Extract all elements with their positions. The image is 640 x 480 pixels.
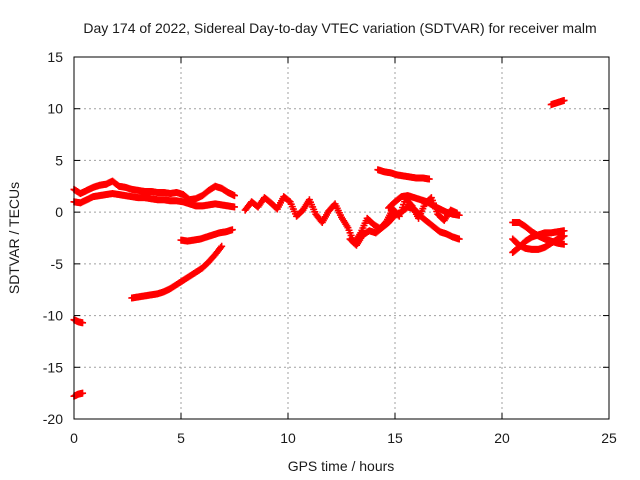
series-group (346, 203, 463, 249)
data-point (425, 175, 433, 183)
data-point (218, 242, 226, 250)
y-tick-label: 10 (47, 101, 63, 117)
y-tick-label: -20 (43, 411, 63, 427)
data-point (560, 96, 568, 104)
series-group (128, 242, 226, 302)
series-group (547, 96, 568, 109)
x-tick-label: 25 (601, 430, 617, 446)
series-group (70, 316, 87, 327)
series-group (177, 226, 236, 245)
x-axis-label: GPS time / hours (288, 458, 395, 474)
series-group (70, 389, 87, 400)
data-point (79, 389, 87, 397)
y-tick-label: 5 (55, 152, 63, 168)
x-tick-label: 20 (494, 430, 510, 446)
series-group (509, 232, 568, 253)
y-tick-label: -15 (43, 359, 63, 375)
y-axis-label: SDTVAR / TECUs (6, 182, 22, 294)
series-group (385, 192, 463, 219)
data-point (455, 211, 463, 219)
series-group (70, 177, 238, 204)
y-tick-label: -10 (43, 308, 63, 324)
data-point (231, 192, 238, 200)
data-point (560, 240, 568, 248)
x-tick-label: 15 (387, 430, 403, 446)
axis-ticks (73, 56, 610, 420)
x-tick-label: 0 (70, 430, 78, 446)
series-group (509, 227, 568, 256)
data-point (228, 226, 236, 234)
plot-frame (73, 56, 610, 420)
series-group (374, 166, 433, 183)
y-tick-label: 15 (47, 49, 63, 65)
data-point (231, 203, 238, 211)
y-tick-labels: -20 -15 -10 -5 0 5 10 15 (43, 49, 63, 427)
data-point (455, 235, 463, 243)
series-group (70, 190, 238, 211)
y-tick-label: 0 (55, 204, 63, 220)
data-point (217, 244, 225, 252)
y-tick-label: -5 (51, 256, 64, 272)
x-tick-labels: 0 5 10 15 20 25 (70, 430, 617, 446)
x-tick-label: 10 (280, 430, 296, 446)
chart-title: Day 174 of 2022, Sidereal Day-to-day VTE… (83, 20, 596, 36)
data-point (560, 232, 568, 240)
data-points (70, 96, 568, 400)
x-tick-label: 5 (177, 430, 185, 446)
gridlines (74, 57, 609, 419)
data-point (79, 319, 87, 327)
